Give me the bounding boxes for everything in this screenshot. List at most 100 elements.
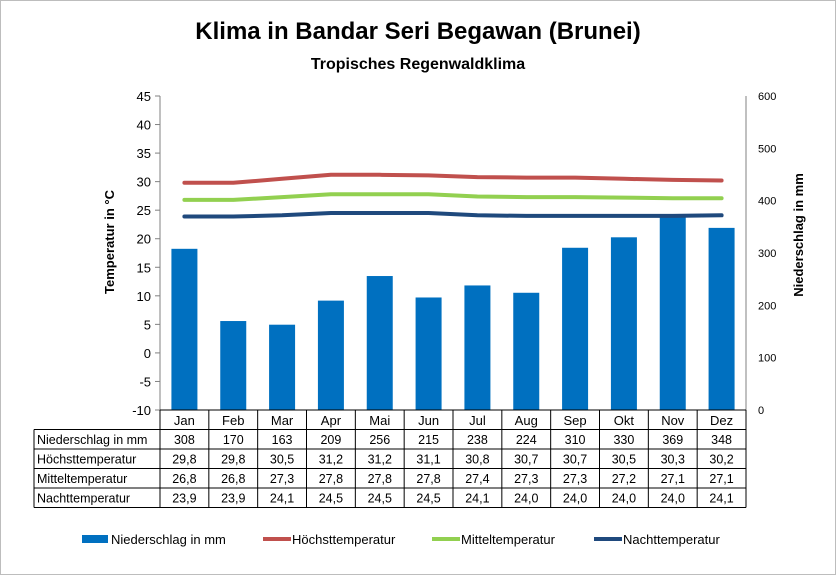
table-value: 30,7 [514,453,538,467]
legend-label: Nachttemperatur [623,532,720,547]
table-value: 24,0 [514,492,538,506]
y-left-tick-label: 0 [144,346,151,361]
table-value: 238 [467,433,488,447]
table-value: 27,4 [465,472,489,486]
precipitation-bar [513,292,540,410]
y-right-tick-label: 600 [758,91,776,103]
y-right-tick-label: 200 [758,300,776,312]
x-category-label: Jun [418,413,439,428]
table-value: 24,1 [465,492,489,506]
legend-label: Mitteltemperatur [461,532,556,547]
table-value: 24,1 [709,492,733,506]
table-value: 27,8 [319,472,343,486]
table-value: 24,5 [368,492,392,506]
precipitation-bar [220,321,247,410]
y-right-tick-label: 100 [758,353,776,365]
table-value: 29,8 [172,453,196,467]
y-left-tick-label: 15 [137,260,151,275]
table-value: 24,0 [661,492,685,506]
min-temperature-line [182,211,724,219]
table-value: 27,1 [661,472,685,486]
table-value: 27,3 [514,472,538,486]
x-category-label: Sep [564,413,587,428]
table-value: 27,1 [709,472,733,486]
y-left-tick-label: 45 [137,89,151,104]
table-value: 24,5 [319,492,343,506]
precipitation-bar [562,247,589,410]
table-row-label: Höchsttemperatur [37,453,136,467]
y-axis-right-label: Niederschlag in mm [791,173,806,297]
y-left-tick-label: 35 [137,146,151,161]
table-value: 348 [711,433,732,447]
y-right-tick-label: 400 [758,196,776,208]
chart-title: Klima in Bandar Seri Begawan (Brunei) [195,18,641,45]
max-temperature-line [182,172,724,185]
precipitation-bar [317,300,344,410]
table-value: 30,8 [465,453,489,467]
table-value: 27,8 [416,472,440,486]
table-value: 24,1 [270,492,294,506]
mean-temperature-line [182,192,724,202]
x-category-label: Jul [469,413,486,428]
table-value: 24,0 [563,492,587,506]
precipitation-bar [659,216,686,410]
x-category-label: Aug [515,413,538,428]
table-value: 30,5 [612,453,636,467]
y-left-tick-label: 30 [137,175,151,190]
y-left-tick-label: 20 [137,232,151,247]
table-row-label: Mitteltemperatur [37,472,127,486]
table-value: 30,5 [270,453,294,467]
table-value: 29,8 [221,453,245,467]
x-category-label: Dez [710,413,733,428]
y-left-tick-label: -5 [139,374,151,389]
table-value: 31,2 [368,453,392,467]
x-category-label: Mai [369,413,390,428]
table-value: 27,3 [270,472,294,486]
y-left-tick-label: 25 [137,203,151,218]
table-value: 31,2 [319,453,343,467]
table-value: 24,5 [416,492,440,506]
x-category-label: Apr [321,413,342,428]
table-value: 224 [516,433,537,447]
x-category-label: Feb [222,413,244,428]
table-value: 31,1 [416,453,440,467]
x-category-label: Nov [661,413,685,428]
table-value: 27,3 [563,472,587,486]
precipitation-bar [269,324,296,410]
legend-swatch [82,535,108,543]
table-value: 256 [369,433,390,447]
precipitation-bar [708,227,735,410]
y-right-tick-label: 300 [758,248,776,260]
table-value: 27,2 [612,472,636,486]
table-value: 209 [320,433,341,447]
table-value: 26,8 [172,472,196,486]
table-value: 30,7 [563,453,587,467]
table-value: 26,8 [221,472,245,486]
precipitation-bar [610,237,637,410]
table-value: 24,0 [612,492,636,506]
precipitation-bar [366,276,393,410]
table-value: 215 [418,433,439,447]
x-category-label: Jan [174,413,195,428]
chart-subtitle: Tropisches Regenwaldklima [310,56,526,73]
y-left-tick-label: -10 [132,403,151,418]
precipitation-bar [171,248,198,410]
y-axis-left-label: Temperatur in °C [102,189,117,294]
table-value: 369 [662,433,683,447]
table-row-label: Niederschlag in mm [37,433,147,447]
table-value: 30,3 [661,453,685,467]
table-value: 30,2 [709,453,733,467]
table-value: 23,9 [221,492,245,506]
table-value: 23,9 [172,492,196,506]
legend-label: Niederschlag in mm [111,532,226,547]
table-value: 310 [565,433,586,447]
y-left-tick-label: 10 [137,289,151,304]
table-value: 330 [613,433,634,447]
legend-label: Höchsttemperatur [292,532,396,547]
y-right-tick-label: 500 [758,143,776,155]
x-category-label: Mar [271,413,294,428]
precipitation-bar [415,297,442,410]
y-left-tick-label: 40 [137,118,151,133]
x-category-label: Okt [614,413,635,428]
